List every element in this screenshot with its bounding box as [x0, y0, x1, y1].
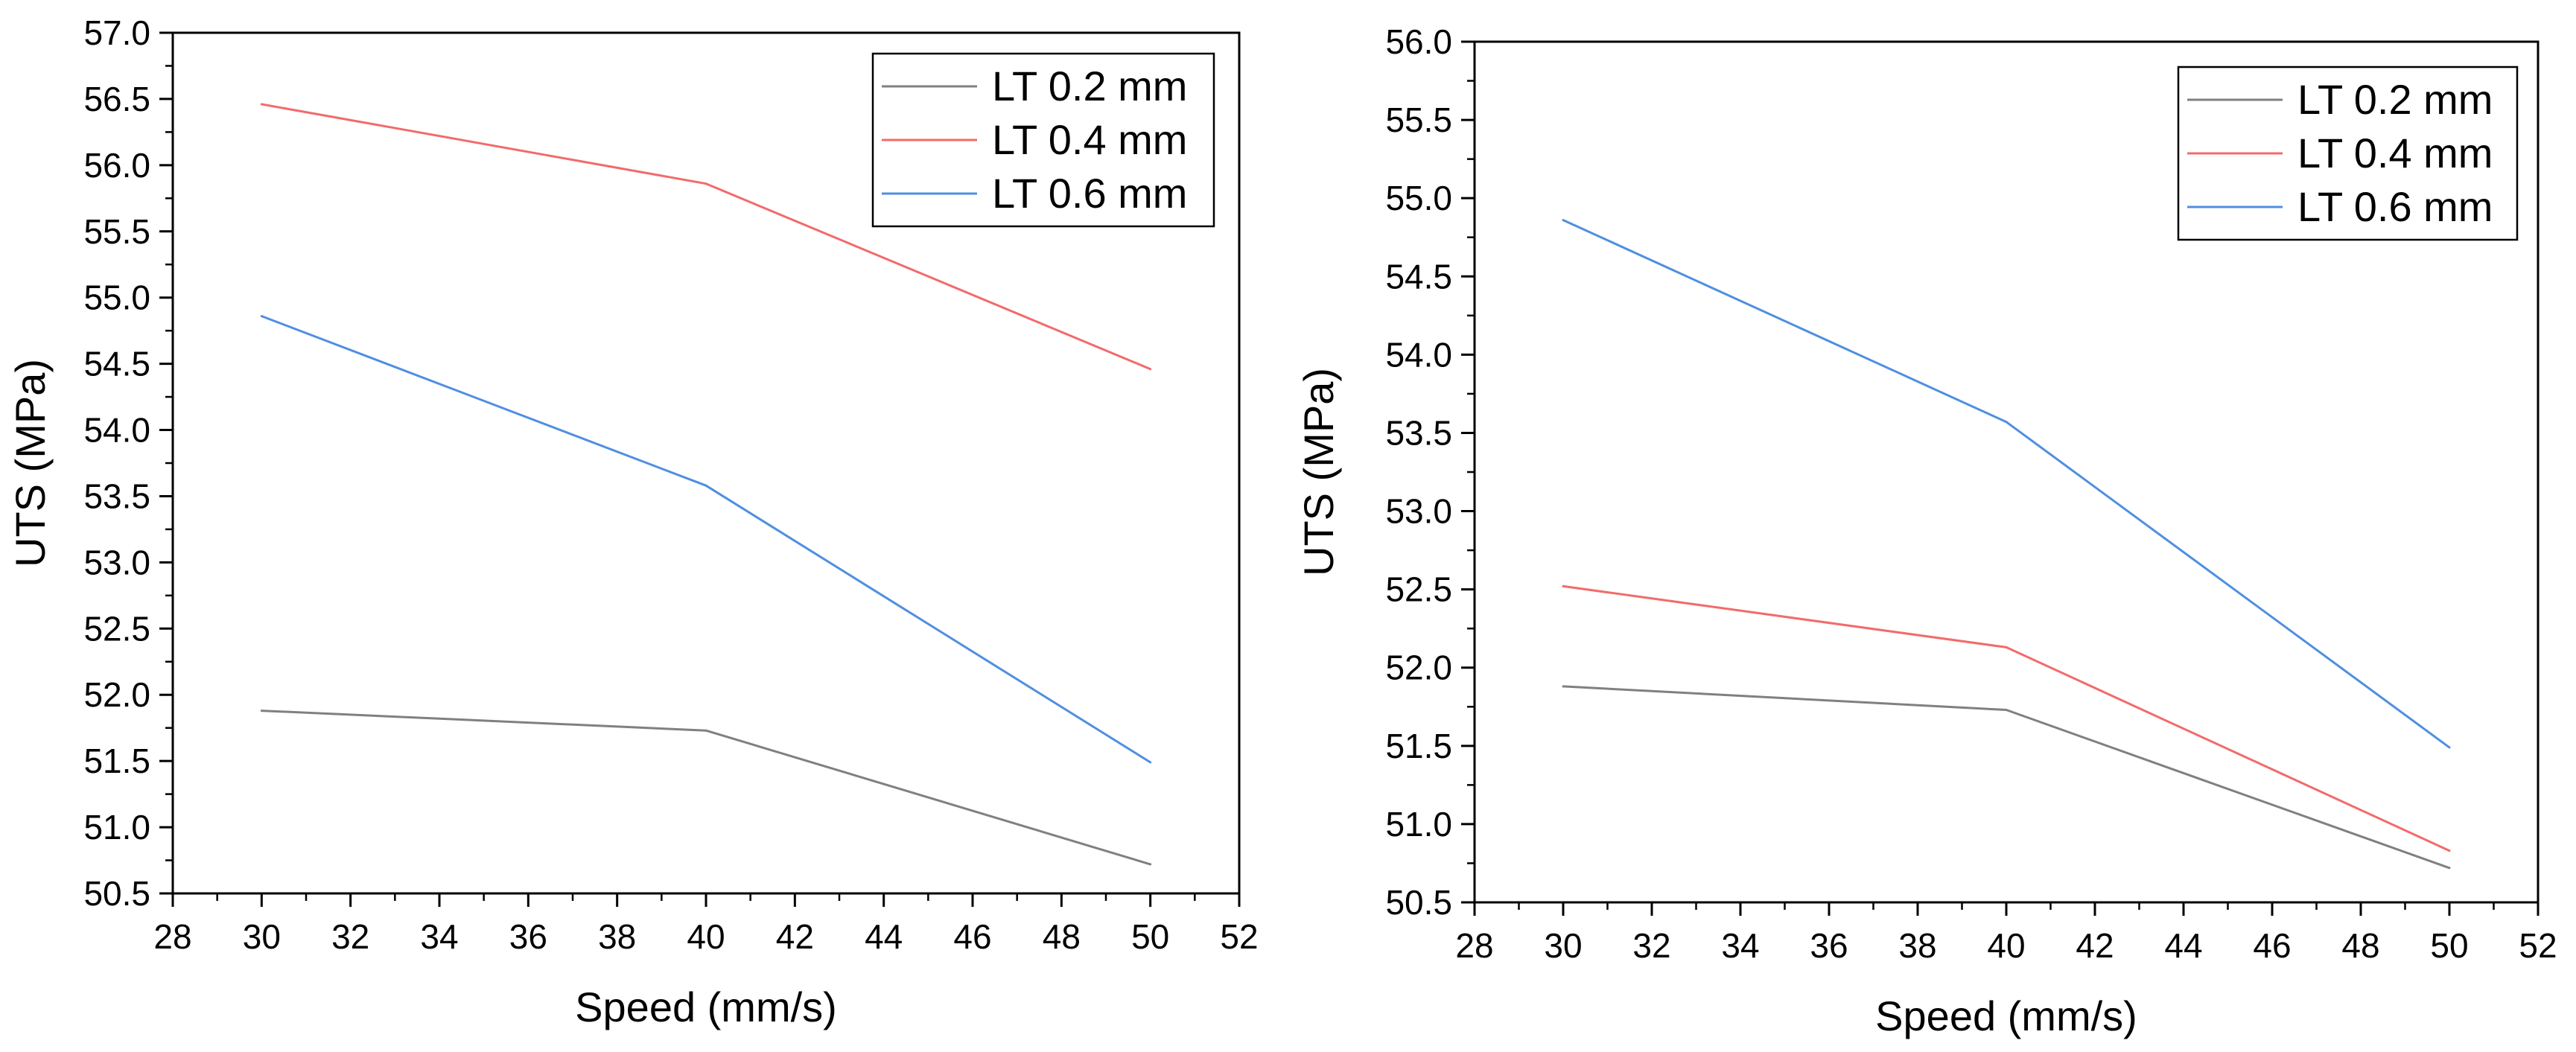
right-x-tick-label-36: 36 — [1810, 926, 1848, 965]
right-series-2-point-30 — [1562, 584, 1565, 587]
left-series-line-3 — [261, 315, 1151, 764]
right-legend-label-2: LT 0.4 mm — [2297, 130, 2493, 176]
left-x-tick-label-52: 52 — [1220, 917, 1258, 956]
left-series-3-point-50 — [1149, 761, 1152, 764]
right-y-tick-label-51.5: 51.5 — [1385, 727, 1452, 765]
right-series-1-point-40 — [2005, 708, 2008, 711]
left-x-tick-label-32: 32 — [331, 917, 369, 956]
right-series-2-point-40 — [2005, 645, 2008, 648]
left-x-tick-label-28: 28 — [153, 917, 191, 956]
left-y-tick-label-54.0: 54.0 — [83, 411, 150, 450]
right-x-tick-label-32: 32 — [1632, 926, 1670, 965]
right-x-tick-label-38: 38 — [1898, 926, 1936, 965]
left-x-axis-title: Speed (mm/s) — [575, 984, 837, 1030]
left-y-tick-label-51.5: 51.5 — [83, 742, 150, 780]
left-x-tick-label-40: 40 — [687, 917, 725, 956]
left-series-line-1 — [261, 710, 1151, 866]
left-y-tick-label-51.0: 51.0 — [83, 808, 150, 847]
right-series-3-point-30 — [1562, 219, 1565, 222]
left-x-tick-label-48: 48 — [1043, 917, 1081, 956]
left-y-tick-label-54.5: 54.5 — [83, 345, 150, 383]
left-y-tick-label-50.5: 50.5 — [83, 874, 150, 913]
right-y-tick-label-51.0: 51.0 — [1385, 805, 1452, 844]
right-x-tick-label-46: 46 — [2253, 926, 2291, 965]
left-y-tick-label-56.0: 56.0 — [83, 146, 150, 185]
left-series-1-point-50 — [1149, 863, 1152, 866]
left-x-tick-label-38: 38 — [598, 917, 636, 956]
left-y-tick-label-52.5: 52.5 — [83, 609, 150, 648]
left-y-tick-label-55.0: 55.0 — [83, 278, 150, 317]
right-y-tick-label-55.0: 55.0 — [1385, 179, 1452, 217]
right-x-tick-label-48: 48 — [2341, 926, 2379, 965]
right-x-tick-label-28: 28 — [1455, 926, 1493, 965]
left-y-tick-label-53.5: 53.5 — [83, 476, 150, 515]
left-x-tick-label-34: 34 — [420, 917, 458, 956]
left-series-2-point-50 — [1149, 368, 1152, 371]
left-x-tick-label-46: 46 — [953, 917, 991, 956]
right-series-1-point-50 — [2448, 867, 2451, 870]
left-x-tick-label-36: 36 — [509, 917, 547, 956]
left-y-tick-label-57.0: 57.0 — [83, 13, 150, 52]
right-line-chart: 28 30 32 34 36 38 40 42 44 46 48 50 52 50.5 51.0 51.5 52… — [1295, 22, 2557, 1039]
right-series-2-point-50 — [2448, 849, 2451, 852]
left-series-3-point-40 — [705, 484, 707, 487]
right-series-line-1 — [1562, 685, 2450, 870]
right-y-tick-label-54.5: 54.5 — [1385, 257, 1452, 296]
left-legend-label-3: LT 0.6 mm — [992, 170, 1187, 217]
right-y-tick-label-56.0: 56.0 — [1385, 22, 1452, 61]
right-y-tick-label-50.5: 50.5 — [1385, 883, 1452, 922]
left-x-tick-label-30: 30 — [243, 917, 281, 956]
left-y-tick-label-55.5: 55.5 — [83, 212, 150, 251]
right-series-3-point-40 — [2005, 421, 2008, 424]
right-legend-label-1: LT 0.2 mm — [2297, 76, 2493, 123]
right-y-axis-title: UTS (MPa) — [1295, 368, 1342, 576]
right-y-tick-label-54.0: 54.0 — [1385, 335, 1452, 374]
right-x-tick-label-40: 40 — [1987, 926, 2025, 965]
right-legend-label-3: LT 0.6 mm — [2297, 183, 2493, 230]
right-x-tick-label-30: 30 — [1544, 926, 1582, 965]
left-series-2-point-40 — [705, 182, 707, 185]
left-x-tick-label-50: 50 — [1131, 917, 1169, 956]
right-series-3-point-50 — [2448, 746, 2451, 749]
right-series-line-3 — [1562, 219, 2450, 749]
right-series-line-2 — [1562, 584, 2450, 852]
left-legend-label-2: LT 0.4 mm — [992, 116, 1187, 163]
right-y-tick-label-53.0: 53.0 — [1385, 492, 1452, 531]
left-series-1-point-40 — [705, 729, 707, 732]
left-line-chart: 28 30 32 34 36 38 40 42 44 46 48 50 52 50.5 51.0 51.5 52… — [7, 13, 1259, 1030]
right-series-1-point-30 — [1562, 685, 1565, 688]
right-y-tick-label-52.0: 52.0 — [1385, 648, 1452, 687]
left-y-axis-title: UTS (MPa) — [7, 359, 54, 567]
left-series-3-point-30 — [260, 315, 263, 318]
right-y-tick-label-52.5: 52.5 — [1385, 570, 1452, 609]
right-y-tick-label-53.5: 53.5 — [1385, 413, 1452, 452]
left-y-tick-label-52.0: 52.0 — [83, 675, 150, 714]
right-chart-panel: 28 30 32 34 36 38 40 42 44 46 48 50 52 50.5 51.0 51.5 52… — [1288, 0, 2576, 1052]
right-x-tick-label-44: 44 — [2164, 926, 2202, 965]
left-x-tick-label-44: 44 — [865, 917, 903, 956]
left-y-tick-label-56.5: 56.5 — [83, 80, 150, 118]
right-x-tick-label-52: 52 — [2519, 926, 2557, 965]
left-series-2-point-30 — [260, 103, 263, 106]
left-y-tick-label-53.0: 53.0 — [83, 543, 150, 581]
right-x-tick-label-50: 50 — [2430, 926, 2468, 965]
right-x-axis-title: Speed (mm/s) — [1875, 992, 2137, 1039]
left-x-tick-label-42: 42 — [776, 917, 814, 956]
left-chart-panel: 28 30 32 34 36 38 40 42 44 46 48 50 52 50.5 51.0 51.5 52… — [7, 13, 1259, 1030]
left-legend-label-1: LT 0.2 mm — [992, 63, 1187, 109]
right-x-tick-label-34: 34 — [1721, 926, 1759, 965]
right-y-tick-label-55.5: 55.5 — [1385, 101, 1452, 139]
left-series-1-point-30 — [260, 710, 263, 713]
right-x-tick-label-42: 42 — [2076, 926, 2114, 965]
